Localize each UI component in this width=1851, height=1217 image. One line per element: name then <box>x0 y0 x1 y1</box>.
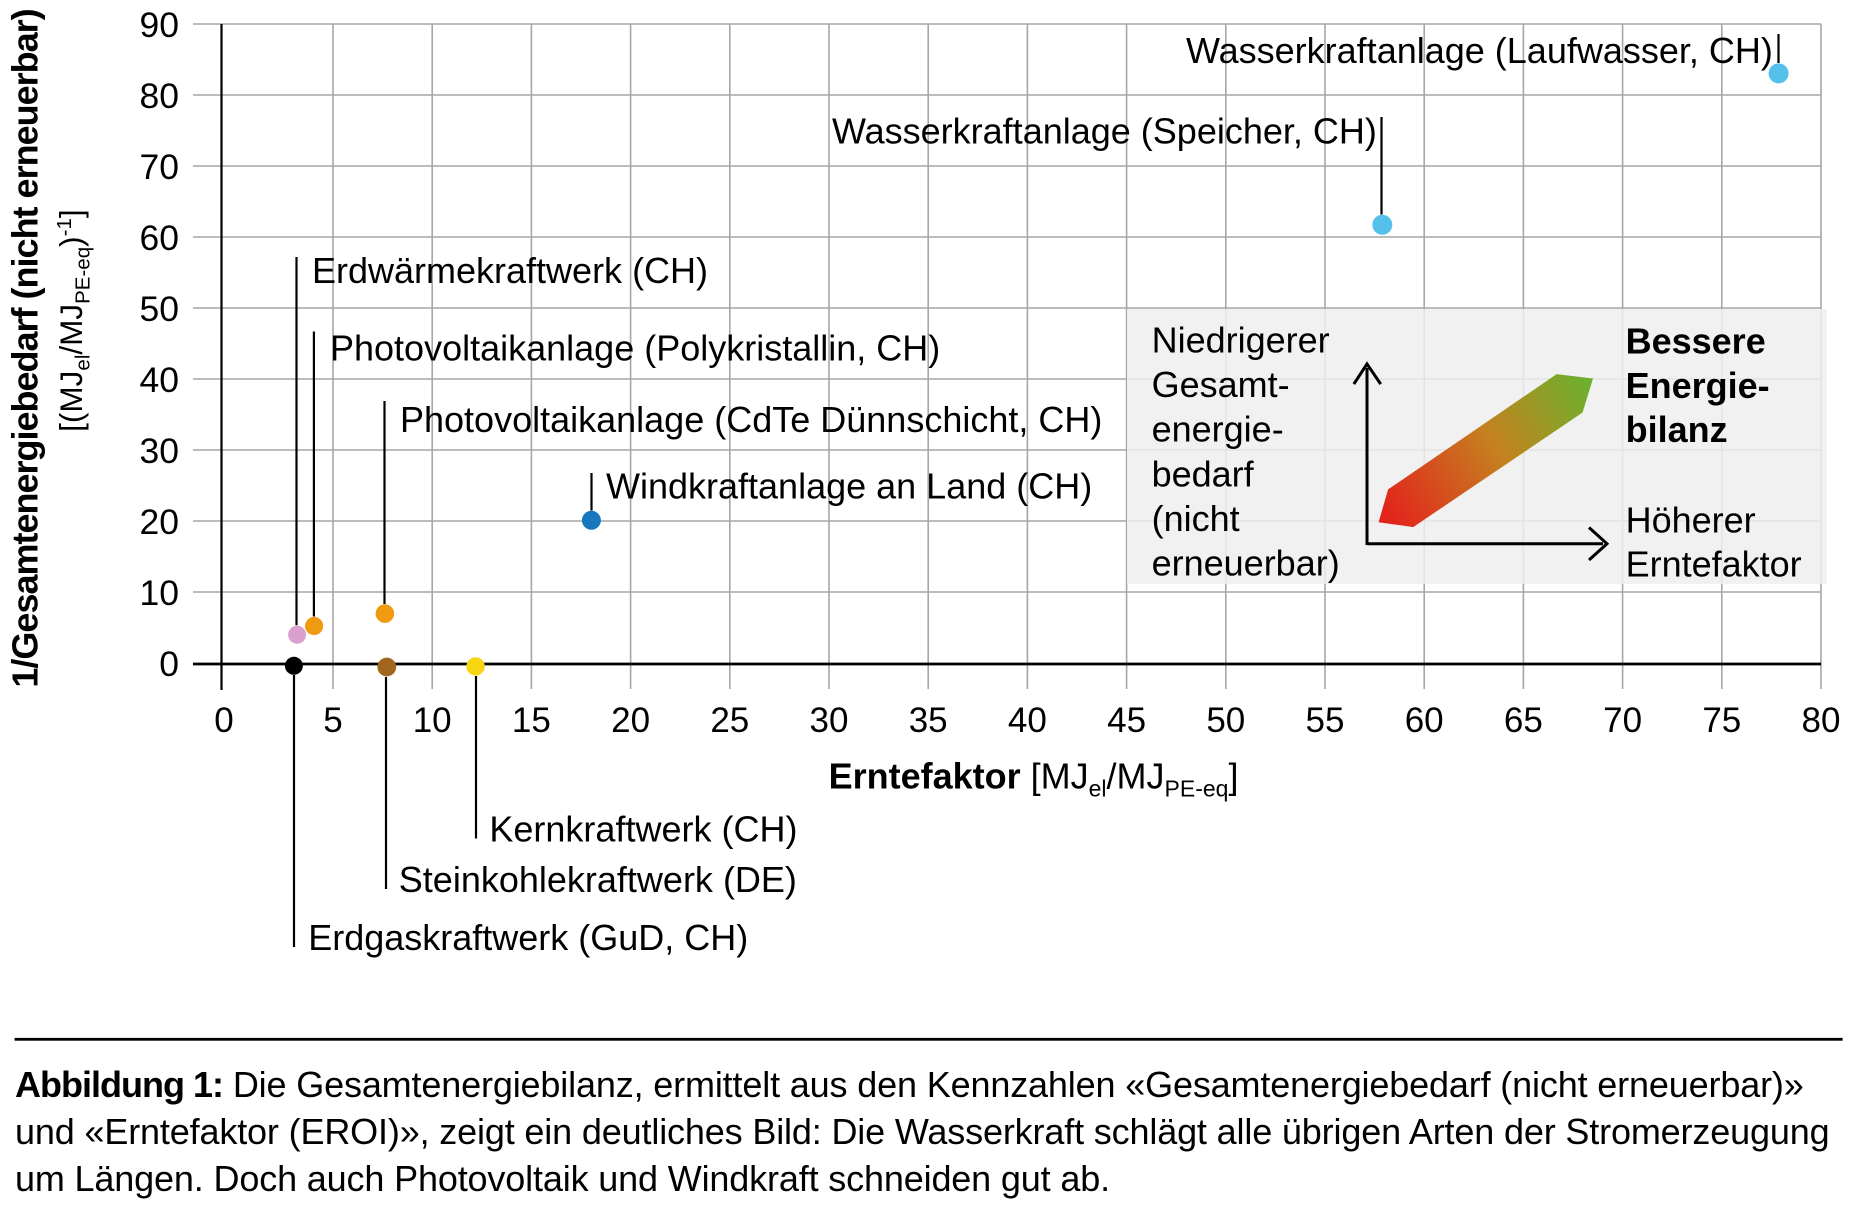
svg-text:bedarf: bedarf <box>1152 453 1255 494</box>
svg-text:50: 50 <box>140 289 180 329</box>
svg-text:80: 80 <box>1802 701 1841 740</box>
svg-text:55: 55 <box>1306 701 1345 740</box>
svg-text:60: 60 <box>1405 701 1444 740</box>
svg-text:Windkraftanlage an Land (CH): Windkraftanlage an Land (CH) <box>606 465 1092 506</box>
svg-text:bilanz: bilanz <box>1626 409 1728 450</box>
svg-text:30: 30 <box>810 701 849 740</box>
svg-text:Photovoltaikanlage (CdTe Dünns: Photovoltaikanlage (CdTe Dünnschicht, CH… <box>400 399 1102 440</box>
svg-text:40: 40 <box>140 360 180 400</box>
svg-text:0: 0 <box>159 644 179 684</box>
svg-text:Gesamt-: Gesamt- <box>1152 364 1290 405</box>
svg-text:90: 90 <box>140 5 180 45</box>
svg-text:Abbildung 1: Die Gesamtenergie: Abbildung 1: Die Gesamtenergiebilanz, er… <box>15 1064 1804 1105</box>
svg-text:45: 45 <box>1107 701 1146 740</box>
svg-text:Erntefaktor: Erntefaktor <box>1626 544 1802 585</box>
svg-text:Energie-: Energie- <box>1626 365 1770 406</box>
svg-text:um Längen. Doch auch Photovolt: um Längen. Doch auch Photovoltaik und Wi… <box>15 1158 1110 1199</box>
svg-text:Photovoltaikanlage (Polykrista: Photovoltaikanlage (Polykristallin, CH) <box>330 327 940 368</box>
svg-text:Erdwärmekraftwerk (CH): Erdwärmekraftwerk (CH) <box>312 250 708 291</box>
svg-text:[(MJel/MJPE-eq)-1]: [(MJel/MJPE-eq)-1] <box>53 209 95 431</box>
svg-text:5: 5 <box>323 701 342 740</box>
svg-text:10: 10 <box>140 573 180 613</box>
svg-text:Bessere: Bessere <box>1626 320 1766 361</box>
svg-text:energie-: energie- <box>1152 409 1284 450</box>
svg-text:erneuerbar): erneuerbar) <box>1152 543 1340 584</box>
svg-text:35: 35 <box>909 701 948 740</box>
svg-text:(nicht: (nicht <box>1152 498 1240 539</box>
svg-text:20: 20 <box>140 502 180 542</box>
svg-text:70: 70 <box>140 147 180 187</box>
svg-text:65: 65 <box>1504 701 1543 740</box>
svg-text:30: 30 <box>140 431 180 471</box>
svg-text:1/Gesamtenergiebedarf (nicht e: 1/Gesamtenergiebedarf (nicht erneuerbar) <box>5 9 46 687</box>
svg-text:Steinkohlekraftwerk (DE): Steinkohlekraftwerk (DE) <box>399 859 797 900</box>
svg-text:10: 10 <box>413 701 452 740</box>
svg-text:75: 75 <box>1702 701 1741 740</box>
svg-text:Höherer: Höherer <box>1626 499 1756 540</box>
svg-text:20: 20 <box>611 701 650 740</box>
svg-text:15: 15 <box>512 701 551 740</box>
svg-text:70: 70 <box>1603 701 1642 740</box>
svg-text:Erdgaskraftwerk (GuD, CH): Erdgaskraftwerk (GuD, CH) <box>308 917 748 958</box>
svg-text:80: 80 <box>140 76 180 116</box>
svg-text:60: 60 <box>140 218 180 258</box>
svg-text:0: 0 <box>214 701 233 740</box>
svg-text:Wasserkraftanlage (Laufwasser,: Wasserkraftanlage (Laufwasser, CH) <box>1186 30 1773 71</box>
svg-text:und «Erntefaktor (EROI)», zeig: und «Erntefaktor (EROI)», zeigt ein deut… <box>15 1111 1829 1152</box>
svg-text:50: 50 <box>1206 701 1245 740</box>
svg-text:40: 40 <box>1008 701 1047 740</box>
svg-text:25: 25 <box>710 701 749 740</box>
svg-text:Wasserkraftanlage (Speicher, C: Wasserkraftanlage (Speicher, CH) <box>832 111 1377 152</box>
svg-text:Kernkraftwerk (CH): Kernkraftwerk (CH) <box>489 809 797 850</box>
svg-text:Niedrigerer: Niedrigerer <box>1152 320 1330 361</box>
